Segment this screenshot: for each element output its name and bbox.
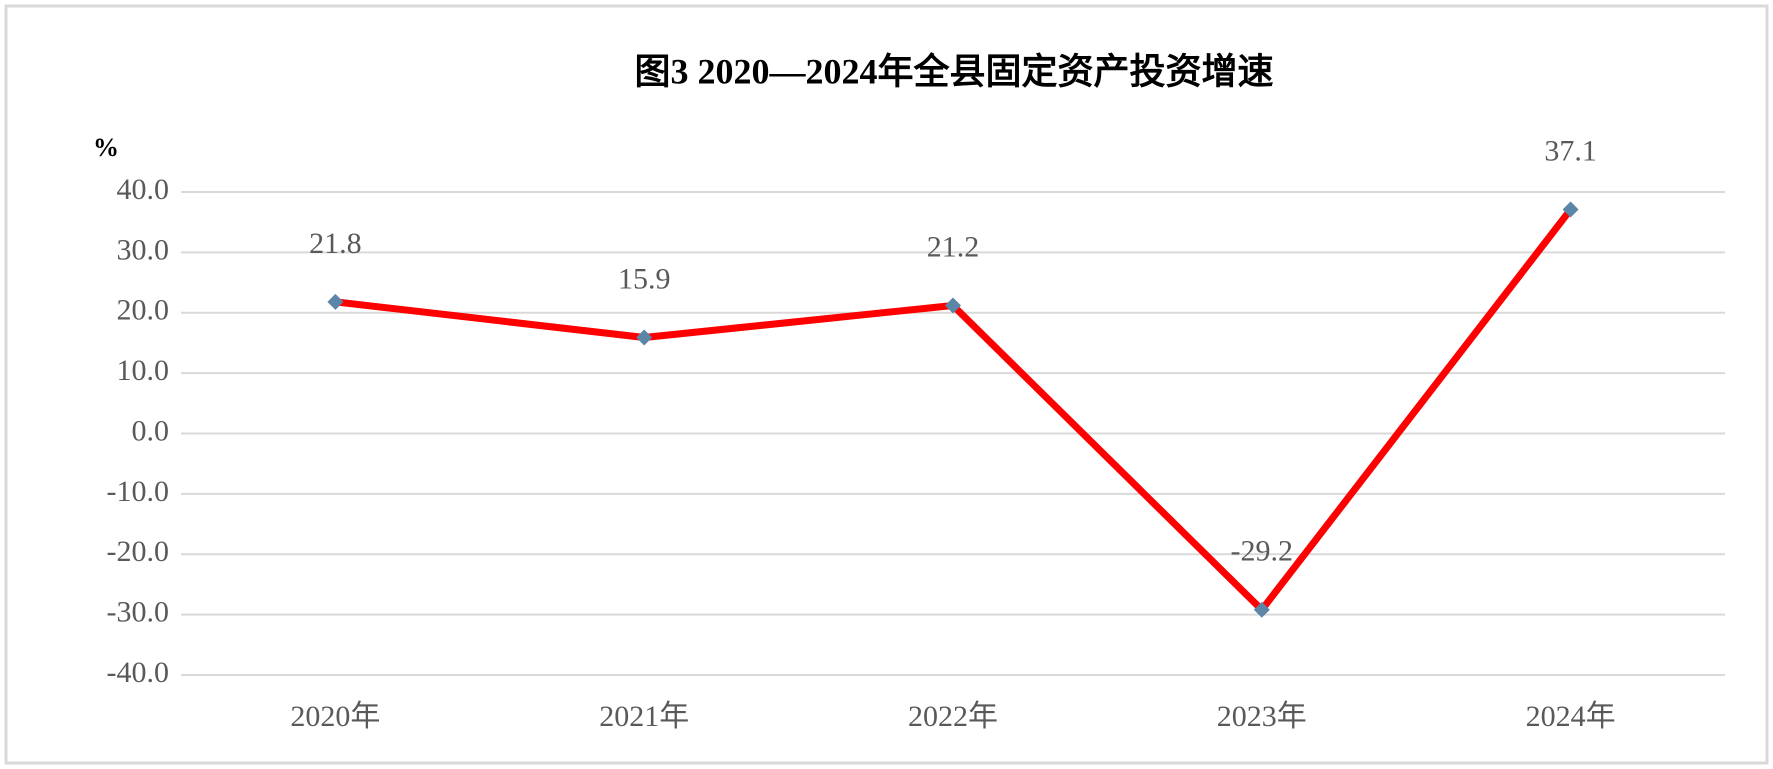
marker bbox=[1253, 601, 1270, 618]
x-tick-label: 2023年 bbox=[1217, 700, 1307, 733]
data-label: 21.2 bbox=[927, 230, 980, 263]
data-label: 21.8 bbox=[309, 227, 362, 260]
y-tick-label: 30.0 bbox=[117, 233, 170, 266]
y-tick-label: -30.0 bbox=[107, 596, 170, 629]
data-label: 37.1 bbox=[1544, 134, 1597, 167]
chart-title: 图3 2020—2024年全县固定资产投资增速 bbox=[634, 50, 1273, 91]
chart-frame bbox=[4, 4, 1769, 765]
x-tick-label: 2020年 bbox=[290, 700, 380, 733]
data-label: -29.2 bbox=[1231, 535, 1294, 568]
y-tick-label: 0.0 bbox=[132, 414, 170, 447]
y-tick-label: -10.0 bbox=[107, 475, 170, 508]
x-tick-label: 2021年 bbox=[599, 700, 689, 733]
marker bbox=[945, 297, 961, 314]
data-label: 15.9 bbox=[618, 262, 671, 295]
y-tick-label: 20.0 bbox=[117, 294, 170, 327]
y-tick-label: -20.0 bbox=[107, 535, 170, 568]
x-tick-label: 2022年 bbox=[908, 700, 998, 733]
y-tick-label: 40.0 bbox=[117, 173, 170, 206]
y-tick-label: 10.0 bbox=[117, 354, 170, 387]
marker bbox=[636, 329, 653, 346]
y-axis-unit: % bbox=[93, 133, 119, 162]
marker bbox=[327, 293, 344, 310]
x-tick-label: 2024年 bbox=[1526, 700, 1616, 733]
y-tick-label: -40.0 bbox=[107, 656, 170, 689]
marker bbox=[1562, 201, 1579, 218]
